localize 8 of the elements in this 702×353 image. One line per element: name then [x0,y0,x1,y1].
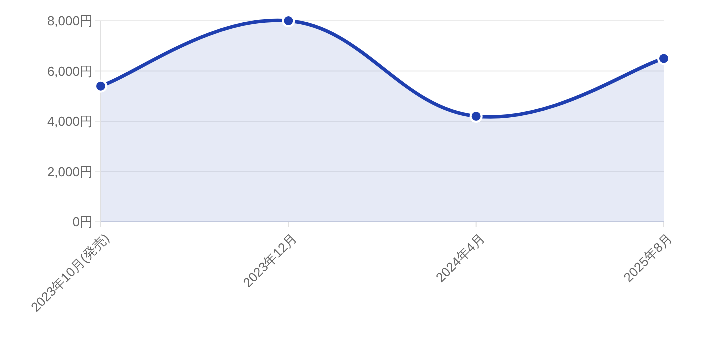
y-tick-label: 8,000円 [47,14,93,28]
y-tick-label: 2,000円 [47,164,93,180]
point [94,80,108,93]
point [658,52,670,66]
y-tick-label: 0円 [72,214,93,230]
y-tick-label: 4,000円 [47,114,93,129]
y-tick-label: 6,000円 [47,64,93,79]
point [282,14,296,28]
